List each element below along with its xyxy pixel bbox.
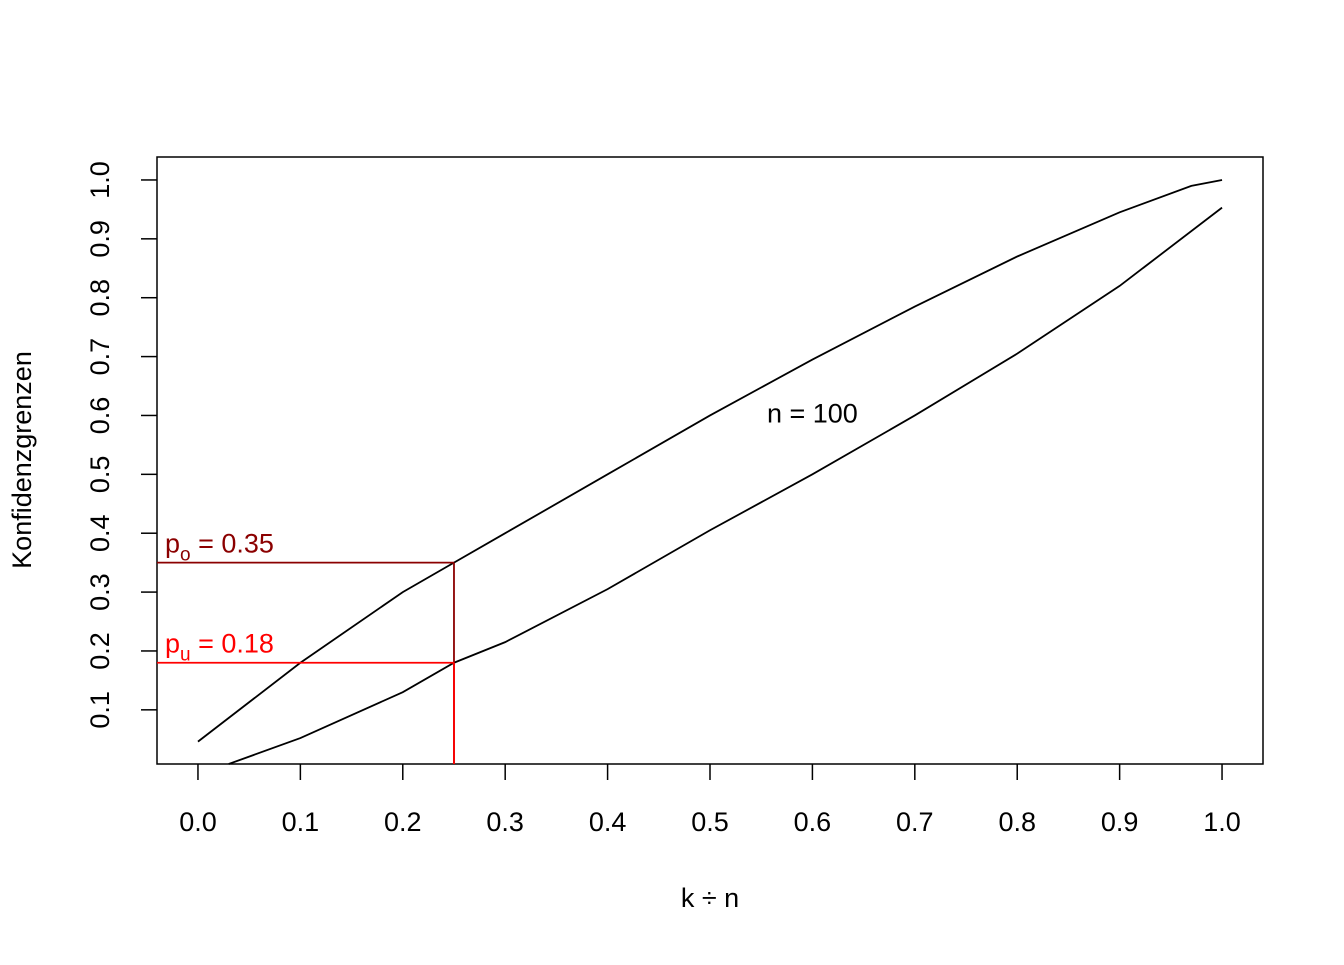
reference-label-base: p: [165, 529, 180, 559]
y-tick-label: 0.4: [85, 514, 115, 552]
x-tick-label: 1.0: [1203, 807, 1241, 837]
y-tick-label: 0.8: [85, 279, 115, 317]
x-tick-label: 0.9: [1101, 807, 1139, 837]
y-axis-label: Konfidenzgrenzen: [7, 351, 37, 569]
x-tick-label: 0.3: [486, 807, 524, 837]
reference-label-text: = 0.18: [191, 629, 274, 659]
reference-label-text: = 0.35: [191, 529, 274, 559]
y-tick-label: 0.1: [85, 691, 115, 729]
plot-frame: [156, 156, 1264, 765]
y-tick-label: 0.6: [85, 397, 115, 435]
curve-annotation: n = 100: [767, 399, 858, 429]
reference-label-subscript: u: [180, 645, 191, 666]
x-tick-label: 0.7: [896, 807, 934, 837]
x-tick-label: 0.0: [179, 807, 217, 837]
reference-label: pu = 0.18: [165, 629, 274, 666]
x-tick-label: 0.8: [998, 807, 1036, 837]
x-tick-label: 0.2: [384, 807, 422, 837]
reference-label-subscript: o: [180, 545, 191, 566]
confidence-curve: [228, 206, 1223, 765]
x-tick-label: 0.5: [691, 807, 729, 837]
y-tick-label: 0.5: [85, 456, 115, 494]
x-tick-label: 0.1: [282, 807, 320, 837]
reference-label: po = 0.35: [165, 529, 274, 566]
x-tick-label: 0.6: [794, 807, 832, 837]
y-tick-label: 0.3: [85, 573, 115, 611]
confidence-curve: [197, 179, 1223, 743]
x-axis-label: k ÷ n: [681, 883, 739, 913]
y-tick-label: 0.9: [85, 220, 115, 258]
y-tick-label: 0.2: [85, 632, 115, 670]
y-tick-label: 1.0: [85, 161, 115, 199]
reference-label-base: p: [165, 629, 180, 659]
x-tick-label: 0.4: [589, 807, 627, 837]
y-tick-label: 0.7: [85, 338, 115, 376]
